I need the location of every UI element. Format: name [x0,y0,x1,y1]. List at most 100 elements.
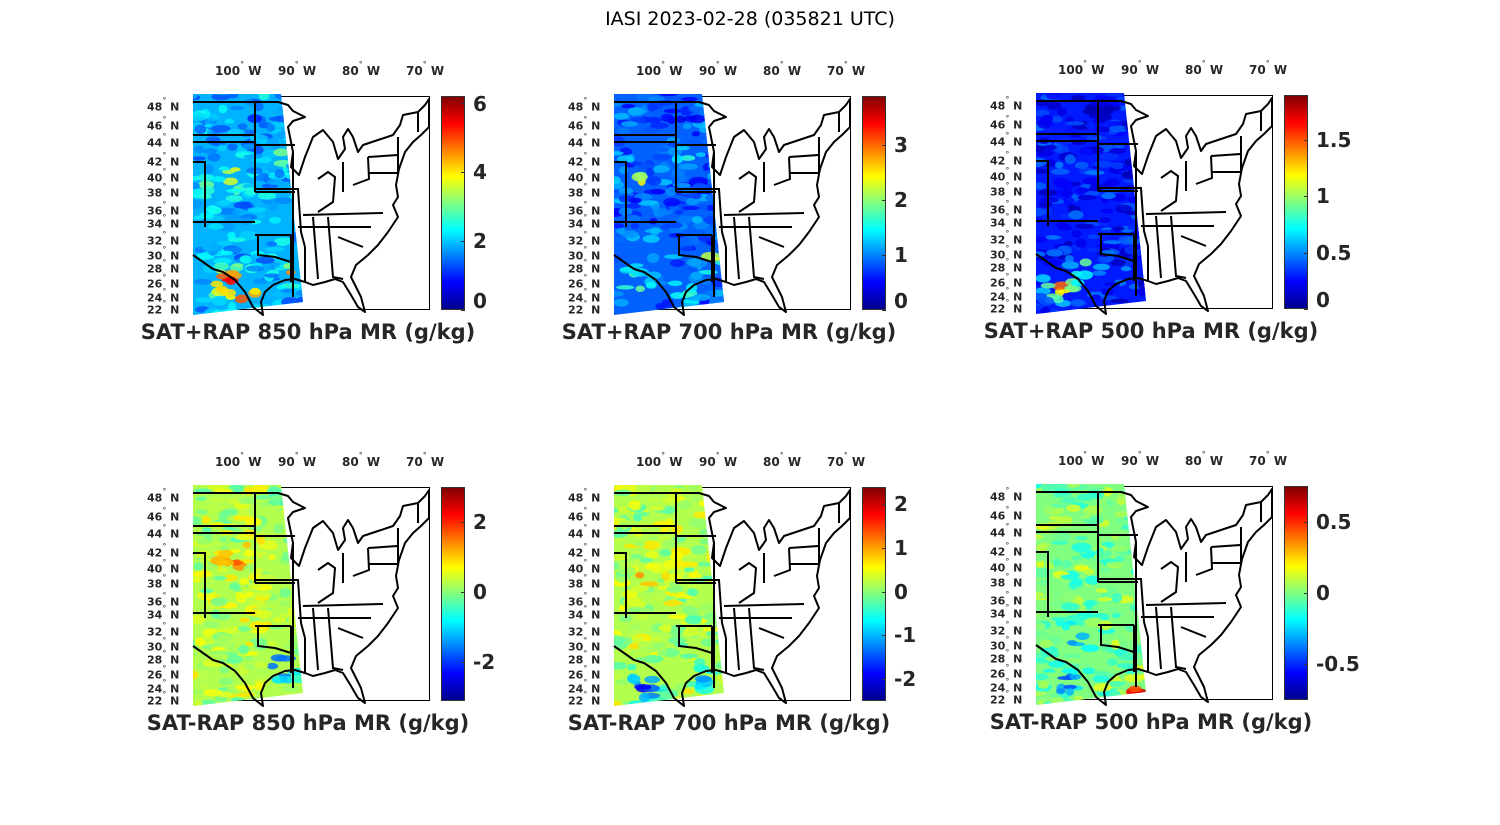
lat-value: 38 [568,186,584,200]
data-pixel [663,599,683,607]
lon-value: 70 [827,64,844,78]
degree-symbol: ° [583,523,588,532]
data-pixel [194,124,207,135]
lat-hemisphere: N [1009,509,1023,523]
data-pixel [667,636,687,645]
data-pixel [1109,298,1129,304]
lon-hemisphere: W [847,64,866,78]
state-border [716,579,727,639]
data-pixel [227,94,239,99]
lon-hemisphere: W [1269,454,1288,468]
data-pixel [269,216,282,224]
lat-hemisphere: N [587,234,601,248]
lon-hemisphere: W [298,455,317,469]
lon-hemisphere: W [362,64,381,78]
lat-tick-label: 28° N [147,649,179,667]
data-pixel [1139,160,1146,170]
data-pixel [279,675,289,683]
data-pixel [660,113,674,122]
degree-symbol: ° [162,287,167,296]
degree-symbol: ° [1083,59,1088,68]
lon-tick-label: 90° W [278,451,317,469]
data-pixel [300,692,303,700]
coastline [1035,488,1273,706]
lat-hemisphere: N [1009,170,1023,184]
data-pixel [1036,274,1051,283]
lon-hemisphere: W [847,455,866,469]
degree-symbol: ° [1005,199,1010,208]
colorbar-tick-mark [882,679,886,681]
data-pixel [616,237,625,244]
data-pixel [208,223,224,230]
degree-symbol: ° [358,60,363,69]
colorbar [862,487,886,701]
lat-value: 46 [147,119,163,133]
data-pixel [263,273,280,278]
lon-value: 100 [215,455,241,469]
data-pixel [298,523,303,530]
data-pixel [1071,559,1082,564]
degree-symbol: ° [240,451,245,460]
data-pixel [213,94,233,96]
data-pixel [215,691,233,698]
data-pixel [193,670,199,680]
colorbar-tick-label: 0 [473,580,487,605]
data-pixel [649,505,666,511]
data-pixel [651,153,672,161]
data-pixel [681,245,694,252]
data-pixel [1098,254,1113,264]
data-pixel [1036,182,1047,190]
lon-hemisphere: W [426,64,445,78]
state-border [337,236,364,248]
lat-hemisphere: N [1009,118,1023,132]
data-pixel [643,655,664,664]
data-pixel [1136,286,1146,297]
degree-symbol: ° [583,487,588,496]
data-pixel [1116,96,1126,101]
lon-value: 80 [342,455,359,469]
lat-hemisphere: N [1009,203,1023,217]
degree-symbol: ° [583,506,588,515]
lon-tick-label: 90° W [699,451,737,469]
data-pixel [218,677,234,686]
data-pixel [281,685,300,693]
data-pixel [1073,200,1088,207]
state-border [716,188,727,248]
degree-symbol: ° [583,678,588,687]
lat-hemisphere: N [166,595,180,609]
map-panel: 48° N 46° N 44° N 42° N 40° N 38° N 36° N 34° N… [147,451,613,787]
data-pixel [646,176,662,186]
lat-tick-label: 36° N [147,200,179,218]
lon-tick-label: 80° W [342,451,380,469]
data-pixel [273,197,294,205]
data-pixel [250,485,270,495]
data-pixel [659,548,672,557]
degree-symbol: ° [1005,572,1010,581]
lat-hemisphere: N [587,510,601,524]
lat-hemisphere: N [1009,576,1023,590]
data-pixel [658,94,678,97]
lat-hemisphere: N [166,682,180,696]
lat-value: 46 [147,510,163,524]
state-border [257,626,292,654]
data-pixel [698,204,708,211]
lon-value: 80 [763,455,780,469]
data-pixel [677,500,692,509]
data-pixel [715,259,724,266]
colorbar-tick-mark [1304,196,1308,198]
data-pixel [614,180,625,190]
lon-tick-label: 100° W [636,451,682,469]
state-border [367,153,399,174]
colorbar-tick-label: 6 [473,92,487,116]
data-pixel [213,257,232,265]
data-pixel [249,287,261,295]
degree-symbol: ° [1265,59,1270,68]
colorbar-tick-label: 0.5 [1316,509,1352,534]
data-pixel [1138,101,1146,112]
data-pixel [274,94,290,100]
data-pixel [1067,484,1080,488]
lon-tick-label: 100° W [215,60,261,78]
data-pixel [218,104,228,114]
degree-symbol: ° [583,132,588,141]
data-pixel [627,663,637,671]
